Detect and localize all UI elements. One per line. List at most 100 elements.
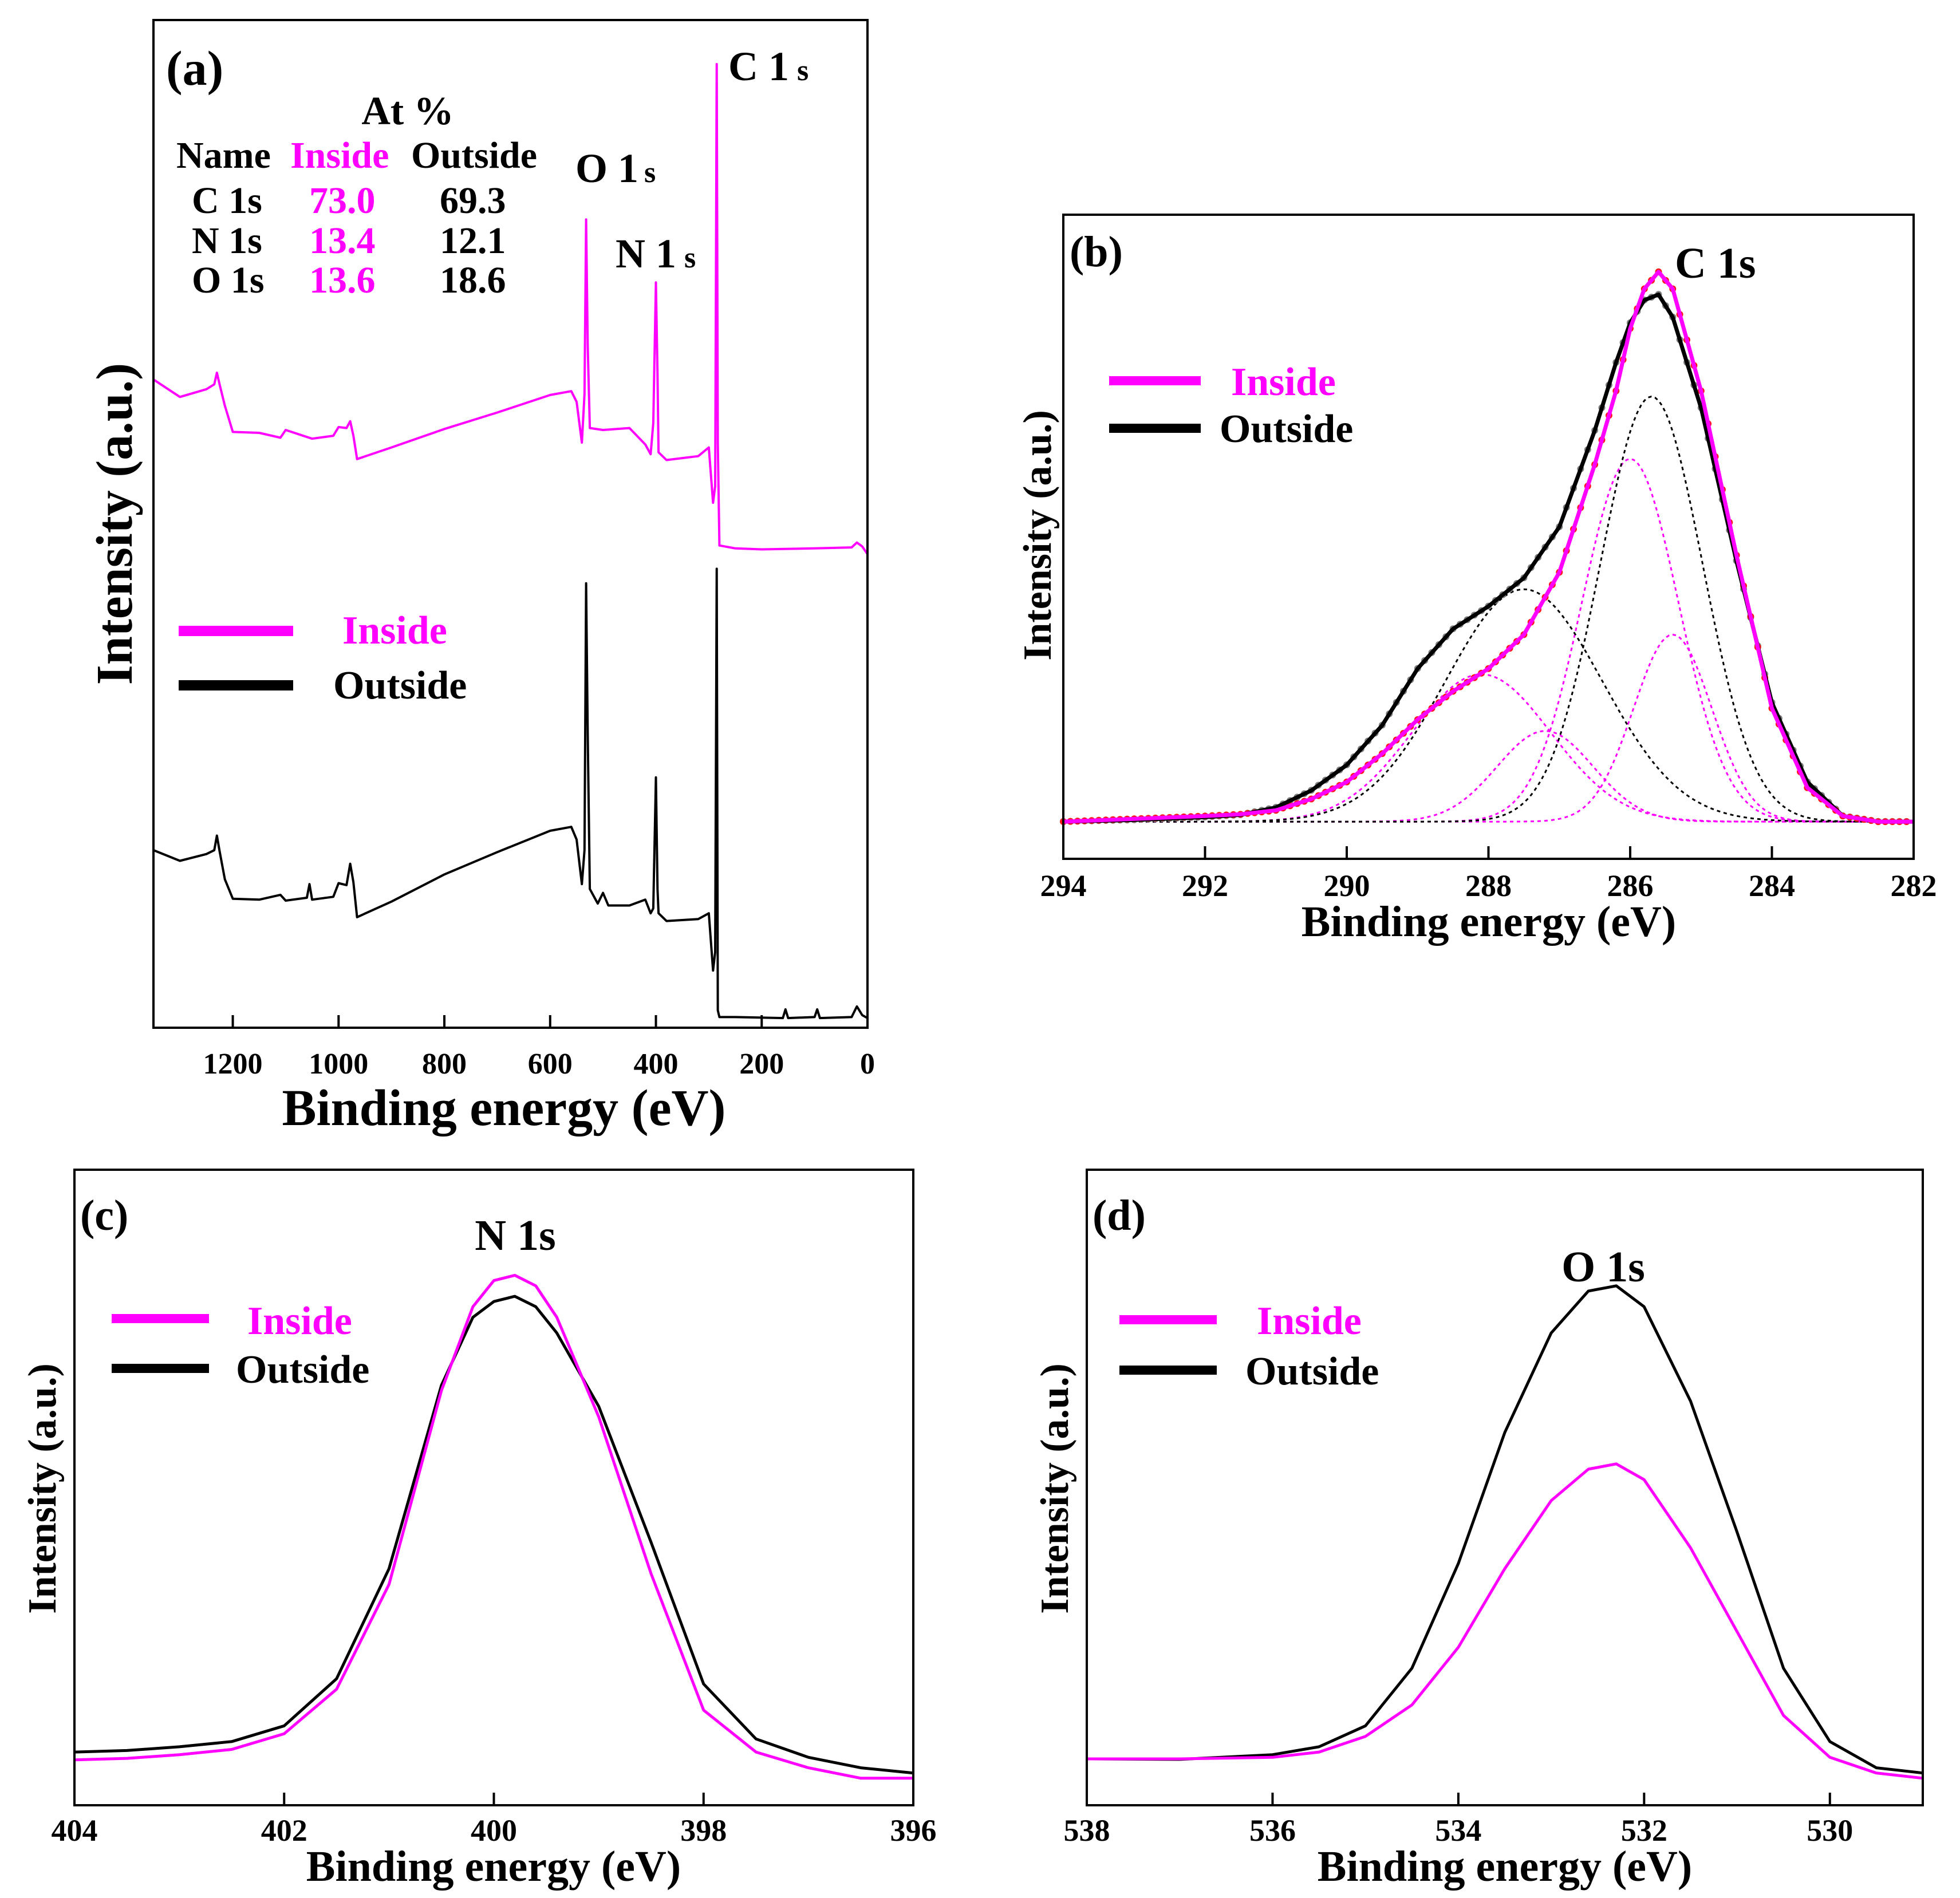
series-line-outside: [1086, 1284, 1923, 1775]
panel-b-legend: Inside Outside: [1109, 360, 1353, 451]
panel-d-ylabel: Intensity (a.u.): [1033, 1363, 1077, 1614]
panel-c: 404 402 400 398 396 (c) N 1s Inside Outside …: [21, 1169, 937, 1891]
fit-component-inside: [1063, 457, 1910, 823]
series-line-inside: [1087, 1462, 1923, 1780]
legend-label-inside: Inside: [342, 609, 447, 653]
legend-label-inside: Inside: [1257, 1299, 1362, 1343]
panel-a-legend: Inside Outside: [179, 609, 467, 708]
panel-b-frame: [1062, 214, 1915, 860]
x-tick-label: 0: [860, 1048, 875, 1080]
panel-c-label: (c): [80, 1191, 128, 1240]
table-cell: O 1s: [192, 259, 265, 301]
peak-label-c1s-sub: s: [797, 54, 809, 87]
table-cell: 73.0: [309, 180, 376, 222]
table-header-name: Name: [176, 135, 271, 176]
series-line-inside: [152, 63, 869, 555]
x-tick-label: 292: [1182, 869, 1228, 903]
x-tick-label: 530: [1807, 1813, 1853, 1848]
x-tick-label: 402: [261, 1813, 307, 1848]
panel-b-peak-label: C 1s: [1675, 239, 1756, 287]
x-tick-label: 404: [52, 1813, 98, 1848]
table-header-inside: Inside: [290, 135, 389, 176]
table-cell: 13.4: [309, 220, 376, 262]
legend-label-outside: Outside: [236, 1348, 369, 1392]
panel-c-peak-label: N 1s: [475, 1212, 555, 1260]
panel-b-xlabel: Binding energy (eV): [1302, 898, 1676, 946]
panel-d-label: (d): [1093, 1191, 1146, 1240]
x-tick-label: 294: [1040, 869, 1087, 903]
panel-d-frame: [1086, 1169, 1924, 1806]
fit-component-inside: [1063, 673, 1910, 823]
fit-component-inside: [1063, 633, 1910, 823]
x-tick-label: 400: [471, 1813, 517, 1848]
x-tick-label: 290: [1324, 869, 1370, 903]
panel-c-lines: [74, 1273, 914, 1780]
panel-a-lines: [152, 63, 869, 1020]
table-cell: 12.1: [440, 220, 506, 262]
panel-b-ylabel: Intensity (a.u.): [1016, 410, 1060, 661]
panel-d-lines: [1086, 1284, 1923, 1780]
x-tick-label: 200: [739, 1048, 784, 1080]
x-tick-label: 800: [422, 1048, 467, 1080]
x-tick-label: 536: [1249, 1813, 1296, 1848]
x-tick-label: 398: [680, 1813, 727, 1848]
panel-a-ylabel: Intensity (a.u.): [86, 363, 143, 685]
x-tick-label: 284: [1749, 869, 1795, 903]
table-cell: 13.6: [309, 259, 376, 301]
table-cell: N 1s: [192, 220, 262, 262]
legend-label-outside: Outside: [1245, 1349, 1379, 1394]
series-line-outside: [153, 567, 868, 1020]
legend-label-outside: Outside: [333, 664, 467, 708]
panel-c-xlabel: Binding energy (eV): [306, 1842, 681, 1891]
series-line-inside: [74, 1273, 913, 1780]
panel-a-ticks: 1200 1000 800 600 400 200 0: [203, 1015, 875, 1080]
panel-a: 1200 1000 800 600 400 200 0 (a) C 1 s O 1 s N …: [86, 19, 875, 1137]
x-tick-label: 396: [890, 1813, 937, 1848]
peak-label-o1s-main: O 1: [575, 145, 638, 191]
legend-label-inside: Inside: [1231, 360, 1336, 404]
peak-label-c1s-main: C 1: [728, 44, 789, 89]
panel-d-ticks: 538 536 534 532 530: [1064, 1793, 1853, 1848]
peak-label-n1s-sub: s: [684, 242, 696, 274]
atomic-percent-table: At % Name Inside Outside C 1s 73.0 69.3 …: [176, 89, 537, 301]
table-caption: At %: [361, 89, 453, 133]
legend-label-outside: Outside: [1220, 407, 1353, 451]
x-tick-label: 400: [634, 1048, 679, 1080]
panel-b: 294 292 290 288 286 284 282 (b) C 1s Inside Ou…: [1016, 214, 1937, 946]
panel-b-lines: [1060, 268, 1914, 826]
x-tick-label: 600: [528, 1048, 573, 1080]
x-tick-label: 286: [1607, 869, 1654, 903]
x-tick-label: 282: [1891, 869, 1937, 903]
panel-b-label: (b): [1070, 228, 1123, 276]
panel-d: 538 536 534 532 530 (d) O 1s Inside Outside …: [1033, 1169, 1924, 1891]
x-tick-label: 288: [1465, 869, 1512, 903]
table-cell: C 1s: [192, 180, 262, 222]
x-tick-label: 532: [1621, 1813, 1667, 1848]
panel-d-legend: Inside Outside: [1119, 1299, 1379, 1394]
table-cell: 18.6: [440, 259, 506, 301]
panel-c-ticks: 404 402 400 398 396: [52, 1793, 937, 1848]
panel-a-xlabel: Binding energy (eV): [282, 1080, 726, 1137]
table-header-outside: Outside: [411, 135, 537, 176]
fit-component-outside: [1063, 588, 1910, 823]
table-cell: 69.3: [440, 180, 506, 222]
panel-d-peak-label: O 1s: [1561, 1243, 1645, 1291]
peak-label-n1s-main: N 1: [616, 231, 676, 277]
series-line-inside: [1063, 270, 1914, 824]
panel-d-xlabel: Binding energy (eV): [1318, 1842, 1692, 1891]
panel-a-label: (a): [166, 41, 223, 96]
series-line-outside: [74, 1295, 914, 1775]
x-tick-label: 538: [1064, 1813, 1110, 1848]
peak-label-o1s-sub: s: [644, 156, 656, 189]
x-tick-label: 1000: [309, 1048, 368, 1080]
panel-b-ticks: 294 292 290 288 286 284 282: [1040, 846, 1937, 903]
panel-c-legend: Inside Outside: [112, 1299, 369, 1392]
panel-a-frame: [152, 19, 869, 1029]
legend-label-inside: Inside: [247, 1299, 352, 1343]
panel-c-frame: [73, 1169, 914, 1806]
fit-component-inside: [1063, 730, 1910, 823]
fit-component-outside: [1063, 396, 1910, 823]
panel-c-ylabel: Intensity (a.u.): [21, 1363, 65, 1614]
x-tick-label: 1200: [203, 1048, 263, 1080]
